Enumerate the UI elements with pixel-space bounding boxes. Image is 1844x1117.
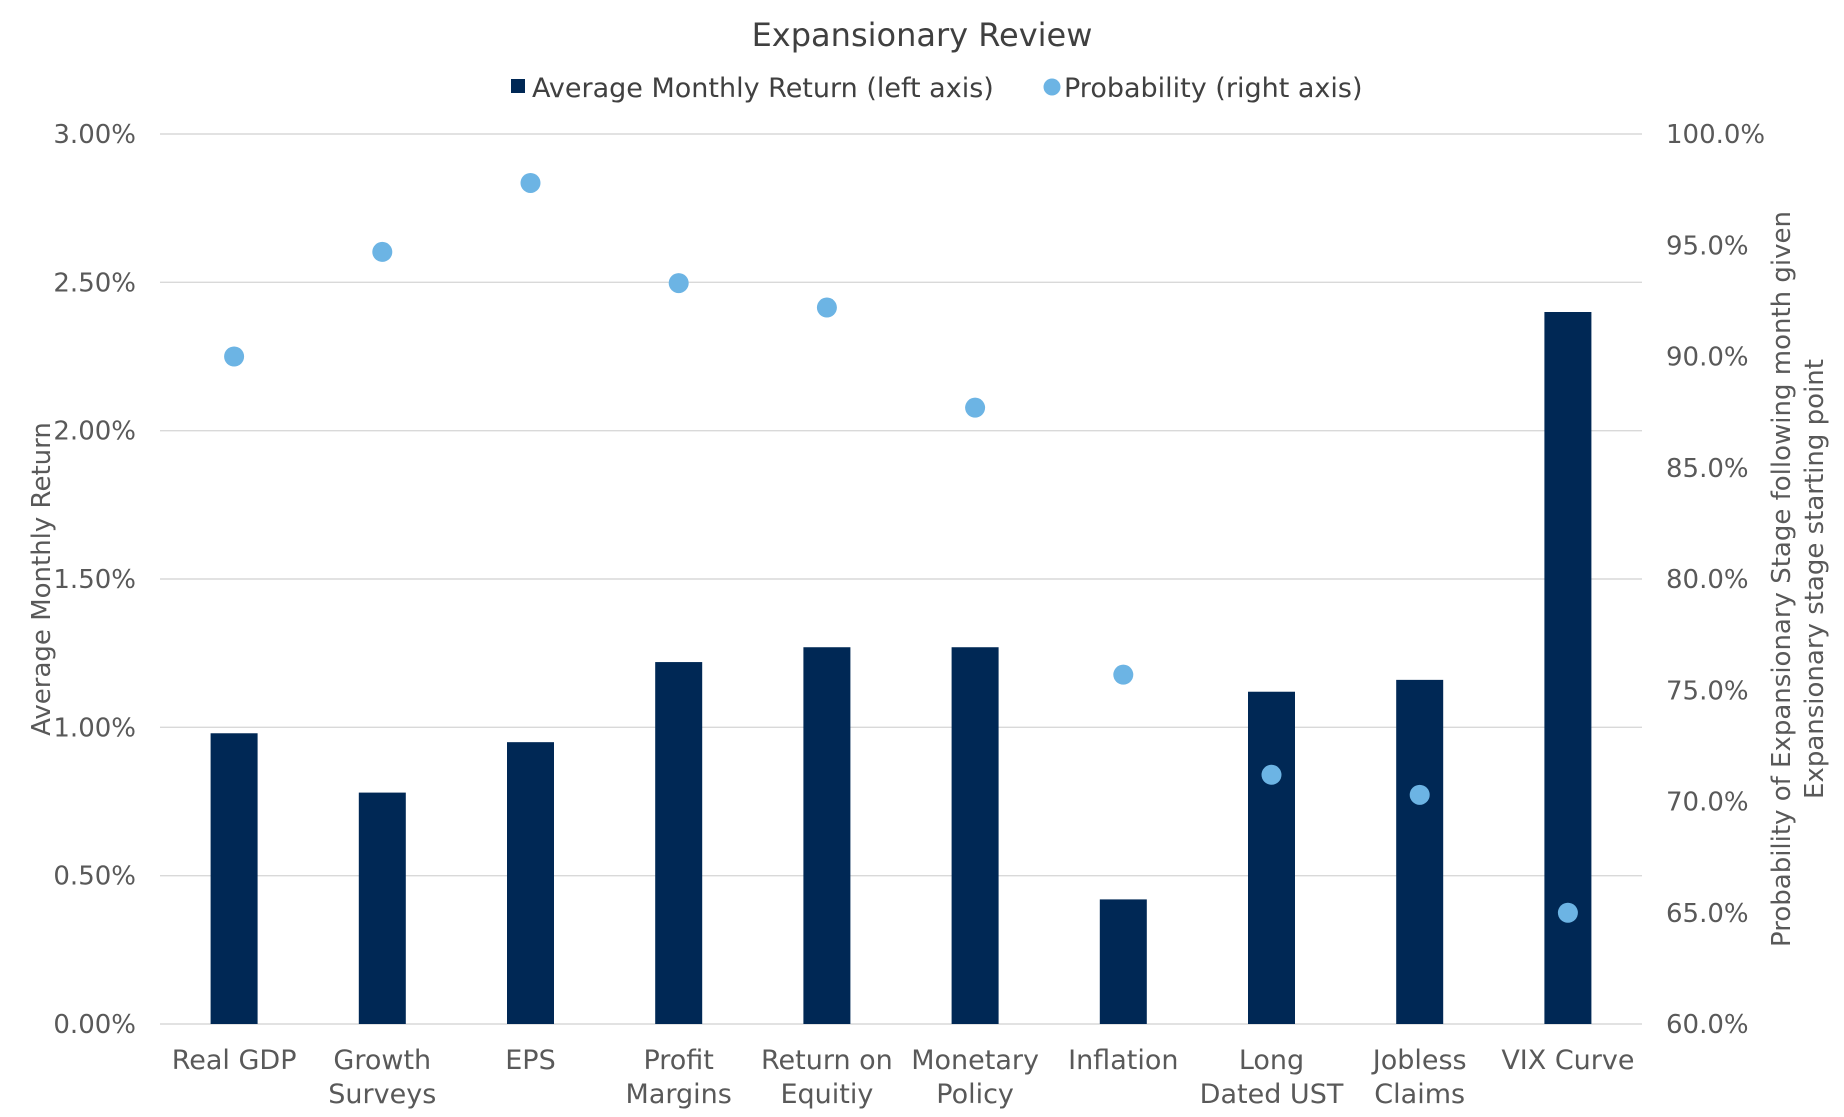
category-label: Monetary Policy [911, 1045, 1039, 1110]
bar [210, 733, 258, 1024]
data-point [1409, 784, 1430, 805]
right-tick-label: 90.0% [1666, 343, 1749, 373]
category-label-line: Inflation [1068, 1045, 1178, 1076]
category-label-line: Return on [761, 1045, 893, 1076]
left-tick-label: 0.00% [53, 1010, 136, 1040]
category-label: Real GDP [172, 1045, 297, 1076]
data-point [224, 346, 245, 367]
category-label: Profit Margins [626, 1045, 732, 1110]
category-labels: Real GDP Growth Surveys EPS Profit Margins Ret… [172, 1045, 1635, 1110]
category-label-line: Equitiy [780, 1079, 873, 1110]
right-tick-label: 95.0% [1666, 231, 1749, 261]
left-tick-label: 2.00% [53, 417, 136, 447]
right-tick-label: 100.0% [1666, 120, 1765, 150]
left-axis-title: Average Monthly Return [27, 422, 57, 736]
data-point [816, 297, 837, 318]
left-axis-ticks: 0.00% 0.50% 1.00% 1.50% 2.00% 2.50% 3.00% [53, 120, 136, 1040]
category-label-line: Surveys [328, 1079, 436, 1110]
category-label-line: Claims [1374, 1079, 1465, 1110]
gridlines [160, 133, 1642, 1025]
bar-series [210, 312, 1592, 1024]
right-axis-ticks: 60.0% 65.0% 70.0% 75.0% 80.0% 85.0% 90.0% 95.0%… [1666, 120, 1765, 1040]
right-tick-label: 75.0% [1666, 676, 1749, 706]
bar [803, 647, 851, 1024]
legend-swatch-bar [511, 79, 525, 93]
bar [507, 742, 554, 1024]
data-point [520, 172, 541, 193]
data-point [1557, 902, 1578, 923]
axis-titles: Average Monthly Return Probability of Exp… [27, 211, 1830, 947]
category-label-line: Real GDP [172, 1045, 297, 1076]
scatter-series [224, 172, 1578, 923]
legend: Average Monthly Return (left axis) Probab… [511, 73, 1363, 104]
left-tick-label: 2.50% [53, 268, 136, 298]
category-label: Inflation [1068, 1045, 1178, 1076]
right-tick-label: 70.0% [1666, 788, 1749, 818]
legend-label-point: Probability (right axis) [1064, 73, 1363, 104]
category-label-line: Margins [626, 1079, 732, 1110]
category-label-line: VIX Curve [1501, 1045, 1634, 1076]
left-tick-label: 1.00% [53, 713, 136, 743]
category-label-line: Jobless [1371, 1045, 1467, 1076]
bar [655, 662, 703, 1024]
category-label-line: Profit [643, 1045, 713, 1076]
left-tick-label: 3.00% [53, 120, 136, 150]
category-label-line: Growth [333, 1045, 431, 1076]
category-label: Jobless Claims [1371, 1045, 1467, 1110]
right-tick-label: 85.0% [1666, 454, 1749, 484]
category-label: Growth Surveys [328, 1045, 436, 1110]
category-label-line: Dated UST [1200, 1079, 1344, 1110]
category-label-line: Monetary [911, 1045, 1039, 1076]
category-label-line: Policy [936, 1079, 1014, 1110]
data-point [1113, 664, 1134, 685]
left-tick-label: 0.50% [53, 862, 136, 892]
legend-swatch-point [1043, 78, 1061, 96]
right-axis-title-line: Expansionary stage starting point [1800, 359, 1830, 799]
bar [1099, 899, 1147, 1024]
bar [358, 792, 406, 1024]
left-tick-label: 1.50% [53, 565, 136, 595]
category-label-line: Long [1239, 1045, 1304, 1076]
right-tick-label: 80.0% [1666, 565, 1749, 595]
bar [951, 647, 999, 1024]
chart-title: Expansionary Review [752, 16, 1093, 54]
bar [1396, 679, 1444, 1024]
data-point [1261, 764, 1282, 785]
bar [1248, 691, 1295, 1024]
data-point [372, 241, 393, 262]
legend-label-bar: Average Monthly Return (left axis) [532, 73, 994, 104]
category-label: VIX Curve [1501, 1045, 1634, 1076]
right-tick-label: 60.0% [1666, 1010, 1749, 1040]
category-label-line: EPS [505, 1045, 555, 1076]
data-point [668, 273, 689, 294]
right-tick-label: 65.0% [1666, 899, 1749, 929]
category-label: EPS [505, 1045, 555, 1076]
right-axis-title: Probability of Expansionary Stage follow… [1767, 211, 1830, 947]
right-axis-title-line: Probability of Expansionary Stage follow… [1767, 211, 1797, 947]
category-label: Return on Equitiy [761, 1045, 893, 1110]
category-label: Long Dated UST [1200, 1045, 1344, 1110]
data-point [965, 397, 986, 418]
